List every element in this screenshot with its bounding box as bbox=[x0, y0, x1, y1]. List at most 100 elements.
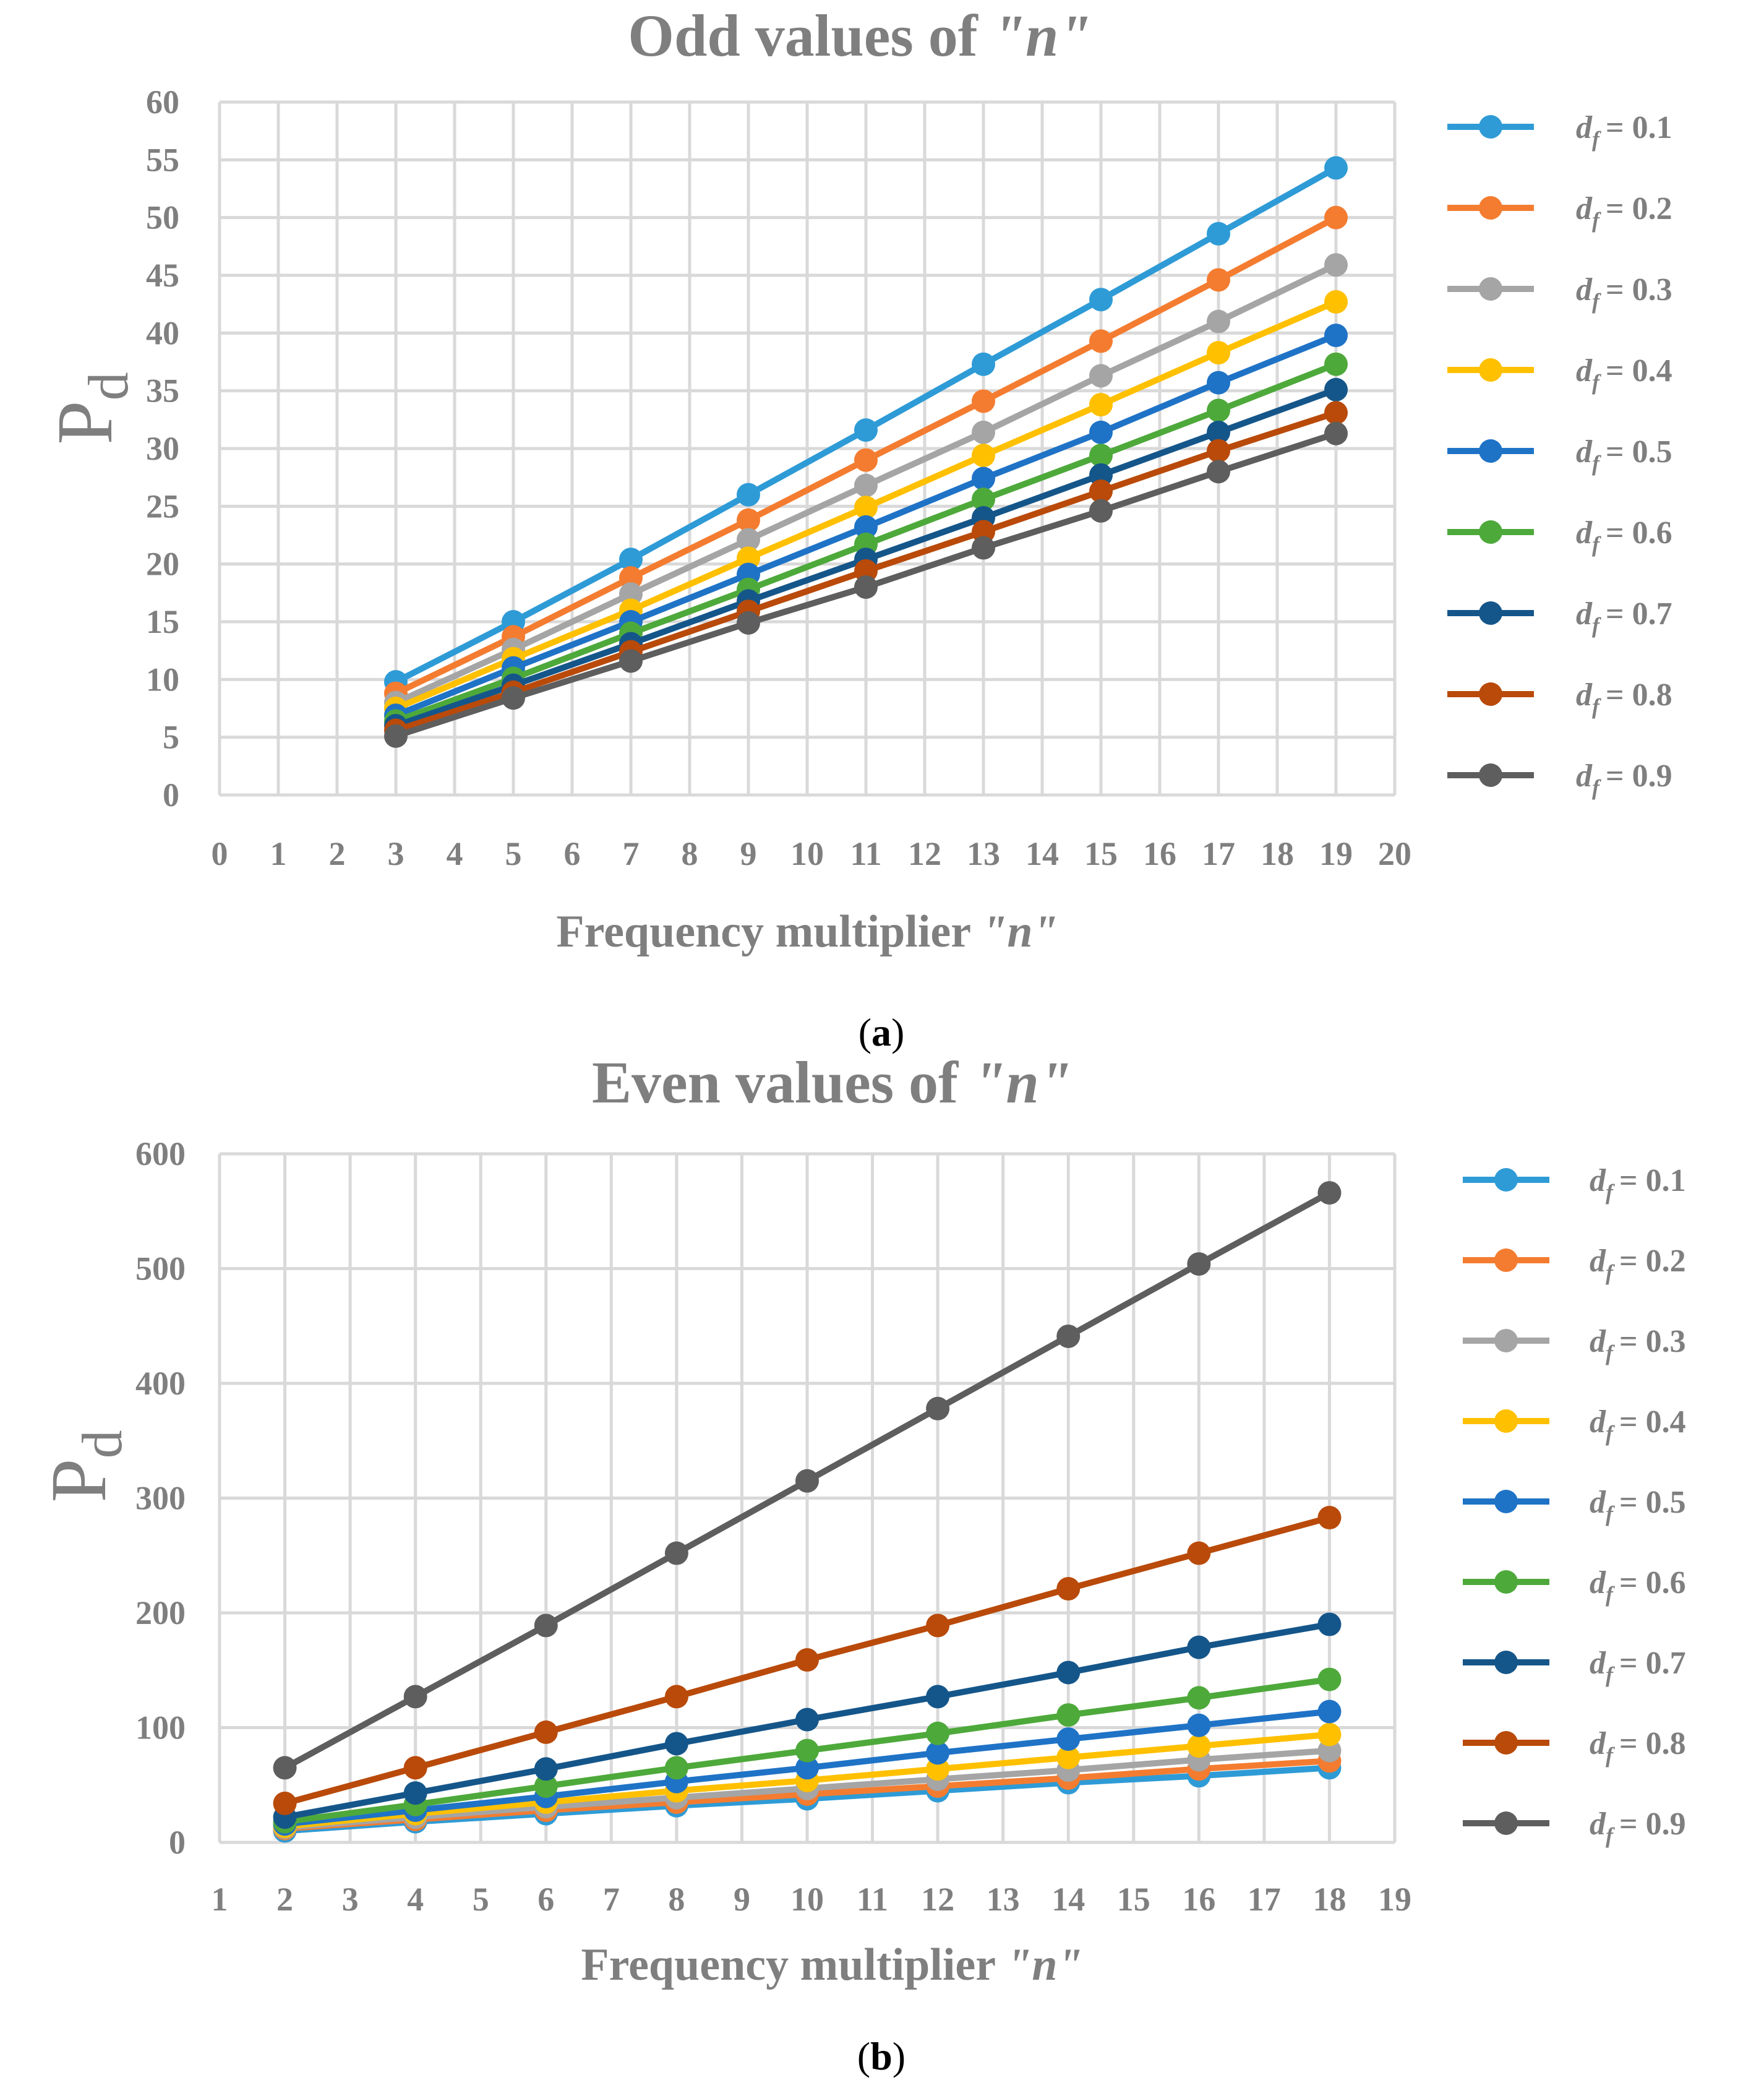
legend-marker bbox=[1479, 358, 1502, 382]
data-point bbox=[384, 724, 408, 748]
data-point bbox=[1056, 1324, 1081, 1348]
data-point bbox=[664, 1756, 688, 1780]
x-tick-label: 15 bbox=[1084, 835, 1118, 872]
chart-title-text: Even values of bbox=[592, 1049, 973, 1115]
data-point bbox=[1324, 324, 1348, 348]
data-point bbox=[854, 473, 878, 497]
data-point bbox=[1207, 398, 1230, 423]
caption-open: ( bbox=[858, 1010, 871, 1054]
y-tick-label: 500 bbox=[135, 1250, 186, 1287]
data-point bbox=[1207, 221, 1230, 246]
legend-label: df = 0.1 bbox=[1590, 1163, 1686, 1205]
data-point bbox=[1187, 1734, 1211, 1758]
x-tick-label: 5 bbox=[505, 835, 522, 872]
x-tick-label: 1 bbox=[212, 1881, 228, 1918]
legend-value: = 0.7 bbox=[1606, 596, 1672, 632]
legend-value: = 0.8 bbox=[1619, 1726, 1686, 1761]
x-tick-label: 8 bbox=[668, 1881, 685, 1918]
data-point bbox=[795, 1738, 819, 1763]
data-point bbox=[1056, 1661, 1081, 1685]
data-point bbox=[1324, 352, 1348, 376]
data-point bbox=[795, 1756, 819, 1780]
legend-symbol-subscript: f bbox=[1592, 127, 1601, 152]
y-tick-label: 15 bbox=[146, 603, 179, 640]
legend-label: df = 0.6 bbox=[1576, 515, 1672, 557]
data-point bbox=[1089, 288, 1113, 312]
x-tick-label: 18 bbox=[1312, 1881, 1346, 1918]
y-tick-label: 45 bbox=[146, 257, 179, 294]
legend-value: = 0.4 bbox=[1619, 1404, 1686, 1440]
chart-title: Even values of "n" bbox=[592, 1049, 1072, 1115]
y-tick-label: 60 bbox=[146, 84, 179, 121]
x-tick-label: 7 bbox=[603, 1881, 620, 1918]
x-tick-label: 18 bbox=[1261, 835, 1294, 872]
data-point bbox=[1317, 1699, 1342, 1724]
x-axis-label: Frequency multiplier "n" bbox=[556, 906, 1058, 957]
data-point bbox=[1324, 156, 1348, 180]
legend-symbol: d bbox=[1576, 353, 1593, 389]
caption-letter: a bbox=[871, 1010, 891, 1054]
legend-symbol-subscript: f bbox=[1606, 1662, 1615, 1687]
data-point bbox=[972, 488, 995, 512]
legend-value: = 0.3 bbox=[1619, 1324, 1686, 1359]
x-tick-label: 10 bbox=[790, 1881, 824, 1918]
legend-marker bbox=[1479, 520, 1502, 544]
legend-symbol: d bbox=[1576, 191, 1593, 226]
series-d-f-0-9 bbox=[273, 1181, 1342, 1780]
legend-label: df = 0.9 bbox=[1590, 1807, 1686, 1848]
caption-letter: b bbox=[870, 2034, 893, 2078]
legend-value: = 0.9 bbox=[1606, 758, 1672, 794]
legend-value: = 0.5 bbox=[1619, 1485, 1686, 1520]
legend-item: df = 0.6 bbox=[1447, 515, 1672, 557]
legend-marker bbox=[1494, 1248, 1518, 1272]
x-tick-label: 19 bbox=[1319, 835, 1353, 872]
y-tick-label: 25 bbox=[146, 488, 179, 525]
x-tick-label: 10 bbox=[790, 835, 824, 872]
legend-item: df = 0.6 bbox=[1463, 1565, 1686, 1607]
data-point bbox=[1324, 290, 1348, 314]
data-point bbox=[1207, 341, 1230, 365]
y-tick-label: 600 bbox=[135, 1135, 186, 1172]
legend-marker bbox=[1479, 196, 1502, 220]
figure-caption: (a) bbox=[858, 1010, 905, 1054]
legend-symbol: d bbox=[1590, 1324, 1606, 1359]
legend-label: df = 0.3 bbox=[1590, 1324, 1686, 1365]
data-point bbox=[1324, 253, 1348, 277]
data-point bbox=[1207, 268, 1230, 292]
legend-label: df = 0.3 bbox=[1576, 272, 1672, 314]
legend-value: = 0.7 bbox=[1619, 1646, 1686, 1681]
data-point bbox=[619, 566, 643, 590]
data-point bbox=[1207, 371, 1230, 395]
legend-label: df = 0.4 bbox=[1576, 353, 1672, 395]
legend-symbol-subscript: f bbox=[1592, 532, 1601, 557]
data-point bbox=[403, 1781, 427, 1805]
legend-marker bbox=[1494, 1490, 1518, 1513]
data-point bbox=[1324, 205, 1348, 230]
x-tick-label: 12 bbox=[908, 835, 941, 872]
legend-symbol-subscript: f bbox=[1606, 1582, 1615, 1607]
legend-symbol-subscript: f bbox=[1606, 1421, 1615, 1446]
legend-item: df = 0.8 bbox=[1463, 1726, 1686, 1768]
data-point bbox=[737, 483, 760, 507]
data-point bbox=[1317, 1738, 1342, 1763]
x-tick-label: 12 bbox=[921, 1881, 954, 1918]
data-point bbox=[619, 582, 643, 606]
x-tick-label: 8 bbox=[682, 835, 698, 872]
chart-title-variable: "n" bbox=[993, 2, 1092, 69]
chart-title-text: Odd values of bbox=[628, 2, 992, 69]
legend-marker bbox=[1494, 1168, 1518, 1192]
x-tick-label: 20 bbox=[1378, 835, 1411, 872]
legend-label: df = 0.2 bbox=[1576, 191, 1672, 233]
y-tick-label: 100 bbox=[135, 1709, 186, 1746]
data-point bbox=[664, 1732, 688, 1756]
legend-value: = 0.2 bbox=[1606, 191, 1672, 226]
x-tick-label: 3 bbox=[342, 1881, 359, 1918]
figure-caption: (b) bbox=[857, 2034, 906, 2078]
data-point bbox=[1324, 377, 1348, 402]
legend-symbol-subscript: f bbox=[1592, 694, 1601, 719]
data-point bbox=[1187, 1635, 1211, 1659]
x-tick-label: 17 bbox=[1248, 1881, 1281, 1918]
x-tick-label: 17 bbox=[1202, 835, 1235, 872]
legend-marker bbox=[1479, 682, 1502, 706]
x-tick-label: 19 bbox=[1378, 1881, 1411, 1918]
